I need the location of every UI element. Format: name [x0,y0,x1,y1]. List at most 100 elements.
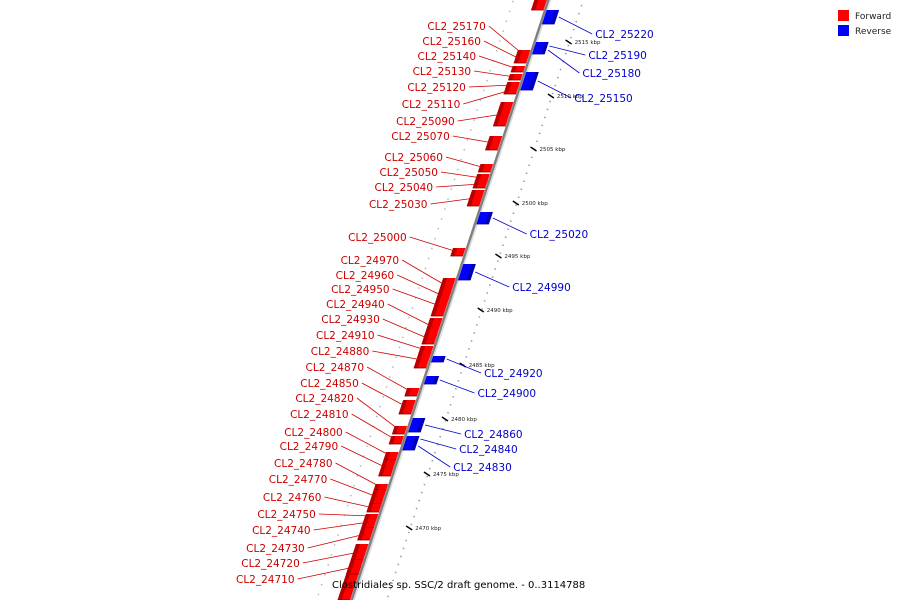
gene-leader-forward [330,478,378,498]
gene-block-forward [430,296,450,317]
gene-label-forward: CL2_25130 [413,66,472,78]
gene-leader-forward [372,350,423,361]
gene-label-reverse: CL2_24920 [484,368,543,380]
gene-label-forward: CL2_24710 [236,574,295,586]
gene-block-forward [421,334,438,345]
gene-block-reverse [541,10,560,25]
gene-block-reverse [458,264,476,281]
gene-leader-forward [445,156,486,169]
gene-label-reverse: CL2_24900 [478,388,537,400]
tick-label: 2470 kbp [415,526,441,532]
gene-label-forward: CL2_24820 [295,393,354,405]
gene-label-forward: CL2_25070 [391,131,450,143]
gene-leader-forward [452,135,494,144]
gene-label-forward: CL2_24740 [252,525,311,537]
tick-label: 2505 kbp [540,147,566,153]
gene-block-forward [466,190,485,207]
tick-mark [565,39,572,45]
gene-leader-forward [397,274,444,297]
gene-leader-forward [313,521,370,531]
gene-leader-forward [387,303,434,328]
tick-label: 2490 kbp [487,308,513,314]
tick-mark [547,93,555,99]
gene-block-forward [531,0,547,11]
gene-leader-reverse [537,80,572,99]
legend: Forward Reverse [838,10,892,37]
gene-layer [337,0,560,600]
gene-leader-forward [488,25,523,55]
tick-label: 2495 kbp [504,254,530,260]
legend-swatch-forward [838,10,849,21]
gene-block-forward [373,484,389,491]
tick-mark [423,471,431,477]
gene-label-forward: CL2_24960 [336,270,395,282]
tick-mark [477,307,485,313]
gene-leader-reverse [492,217,527,235]
tick-label: 2475 kbp [433,472,459,478]
gene-leader-forward [401,259,447,287]
gene-block-reverse [532,46,548,55]
gene-leader-forward [361,382,408,408]
gene-label-reverse: CL2_24840 [459,444,518,456]
gene-label-forward: CL2_24940 [326,299,385,311]
gene-block-forward [357,528,374,541]
backbone-shadow [351,0,552,600]
gene-leader-forward [382,318,430,340]
gene-label-reverse: CL2_25190 [588,50,647,62]
gene-leader-forward [457,113,504,122]
gene-label-forward: CL2_24770 [269,474,328,486]
gene-block-reverse [404,436,420,443]
legend-label-forward: Forward [855,12,891,22]
gene-leader-reverse [446,358,482,374]
gene-block-forward [510,66,526,73]
gene-block-forward [485,136,503,151]
gene-block-reverse [520,72,539,91]
gene-leader-reverse [420,438,457,450]
gene-leader-forward [483,40,522,60]
gene-leader-forward [440,171,483,179]
gene-label-forward: CL2_24780 [274,458,333,470]
tick-label: 2485 kbp [469,363,495,369]
gene-label-forward: CL2_25040 [375,182,434,194]
backbone-line [350,0,550,600]
gene-block-reverse [408,418,426,433]
gene-label-reverse: CL2_25180 [582,68,641,80]
gene-block-forward [346,560,364,575]
gene-leader-forward [335,462,381,488]
gene-label-forward: CL2_25050 [379,167,438,179]
gene-leader-forward [366,366,413,393]
gene-leader-forward [318,513,372,517]
tick-mark [512,200,520,206]
legend-swatch-reverse [838,25,849,36]
gene-leader-forward [356,397,400,431]
gene-label-forward: CL2_25030 [369,199,428,211]
gene-leader-forward [436,183,481,188]
gene-label-forward: CL2_25160 [422,36,481,48]
legend-label-reverse: Reverse [855,27,892,37]
gene-block-forward [413,352,432,369]
gene-label-forward: CL2_24720 [241,558,300,570]
gene-leader-forward [302,551,360,564]
gene-label-forward: CL2_24970 [341,255,400,267]
gene-label-forward: CL2_25170 [427,21,486,33]
gene-leader-reverse [558,16,593,35]
gene-leader-forward [478,55,518,70]
gene-leader-reverse [475,271,510,288]
gene-leader-reverse [417,445,451,468]
backbone-layer [315,0,585,600]
gene-leader-forward [307,533,366,549]
gene-label-forward: CL2_24750 [257,509,316,521]
tick-mark [495,253,502,259]
gene-leader-forward [377,334,426,351]
gene-block-forward [493,102,514,127]
gene-leader-forward [297,566,355,580]
gene-leader-reverse [547,49,580,74]
gene-leader-forward [463,89,511,105]
gene-block-forward [398,400,416,415]
gene-block-forward [366,504,382,513]
tick-label: 2515 kbp [575,40,601,46]
gene-label-forward: CL2_24810 [290,409,349,421]
gene-label-forward: CL2_24880 [311,346,370,358]
gene-label-reverse: CL2_25020 [530,229,589,241]
